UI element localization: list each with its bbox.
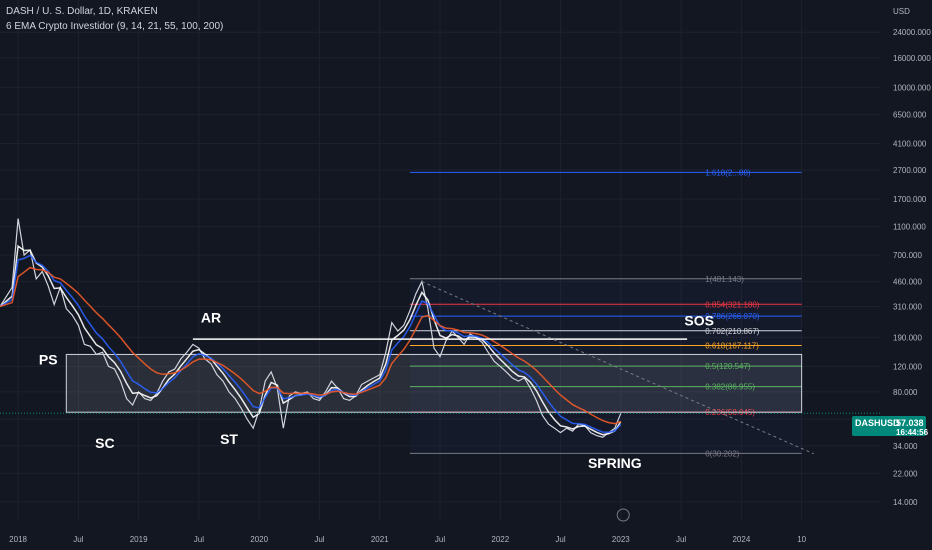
price-line bbox=[0, 218, 622, 438]
fib-level-label: 0.702(210.867) bbox=[705, 327, 760, 336]
price-axis-tick: 2700.000 bbox=[893, 166, 927, 175]
time-axis-tick: Jul bbox=[676, 535, 686, 544]
price-axis-tick: 460.000 bbox=[893, 278, 922, 287]
price-axis-tick: 10000.000 bbox=[893, 83, 931, 92]
price-axis-tick: 6500.000 bbox=[893, 111, 927, 120]
price-axis-tick: 4100.000 bbox=[893, 140, 927, 149]
accumulation-range-box bbox=[65, 353, 803, 413]
time-axis-tick: Jul bbox=[314, 535, 324, 544]
indicator-title: 6 EMA Crypto Investidor (9, 14, 21, 55, … bbox=[6, 21, 224, 32]
symbol-title: DASH / U. S. Dollar, 1D, KRAKEN bbox=[6, 6, 158, 17]
annotation-spring: SPRING bbox=[588, 455, 642, 471]
downtrend-line bbox=[421, 281, 814, 455]
annotation-sos: SOS bbox=[684, 312, 714, 328]
fib-level-label: 1(481.143) bbox=[705, 275, 744, 284]
badge-countdown: 16:44:56 bbox=[896, 428, 929, 437]
time-axis-tick: 2020 bbox=[250, 535, 268, 544]
time-axis-tick: Jul bbox=[73, 535, 83, 544]
time-axis-tick: 2024 bbox=[732, 535, 750, 544]
fib-level-label: 0.618(167.117) bbox=[705, 341, 759, 350]
time-axis-tick: 2023 bbox=[612, 535, 630, 544]
annotation-sc: SC bbox=[95, 435, 114, 451]
fib-level-label: 0.5(120.547) bbox=[705, 362, 751, 371]
price-axis-tick: 14.000 bbox=[893, 498, 918, 507]
fibonacci-retracement: 1(481.143) 0.854(321.180) 0.786(266.070) 0.… bbox=[409, 168, 802, 458]
time-axis-tick: 2022 bbox=[491, 535, 509, 544]
chart-overlays bbox=[0, 281, 880, 455]
price-axis-unit: USD bbox=[893, 7, 910, 16]
price-axis-tick: 22.000 bbox=[893, 469, 918, 478]
fib-level-label: 0.382(86.955) bbox=[705, 383, 755, 392]
annotation-ar: AR bbox=[201, 310, 221, 326]
fib-level-label: 0.854(321.180) bbox=[705, 300, 760, 309]
price-axis-tick: 1700.000 bbox=[893, 195, 927, 204]
price-axis-tick: 190.000 bbox=[893, 333, 922, 342]
event-flag-icon bbox=[616, 508, 630, 522]
price-axis-tick: 80.000 bbox=[893, 388, 918, 397]
fib-level-label: 0(30.202) bbox=[705, 449, 740, 458]
badge-price: 57.038 bbox=[896, 418, 924, 428]
price-axis-tick: 16000.000 bbox=[893, 54, 931, 63]
price-axis-tick: 310.000 bbox=[893, 303, 922, 312]
price-axis-tick: 700.000 bbox=[893, 251, 922, 260]
price-axis-tick: 120.000 bbox=[893, 362, 922, 371]
price-axis-tick: 1100.000 bbox=[893, 223, 926, 232]
badge-symbol: DASHUSD bbox=[855, 418, 900, 428]
time-axis-tick: 2018 bbox=[9, 535, 27, 544]
time-axis-tick: Jul bbox=[555, 535, 565, 544]
price-series bbox=[0, 218, 622, 438]
ema-mid-line bbox=[0, 254, 622, 434]
annotation-ps: PS bbox=[39, 351, 58, 367]
fib-level-label: 1.618(2...88) bbox=[705, 168, 751, 177]
trading-range-rect bbox=[65, 353, 803, 413]
ema-slow-line bbox=[0, 266, 622, 425]
time-axis[interactable]: 2018 Jul 2019 Jul 2020 Jul 2021 Jul 2022 Jul 2023 J… bbox=[9, 508, 807, 544]
price-axis-tick: 24000.000 bbox=[893, 28, 931, 37]
fib-level-label: 0.786(266.070) bbox=[705, 312, 760, 321]
annotation-st: ST bbox=[220, 431, 238, 447]
time-axis-tick: Jul bbox=[194, 535, 204, 544]
last-price-badge: DASHUSD 57.038 16:44:56 bbox=[852, 416, 929, 437]
wyckoff-annotations: PS AR SC ST SOS SPRING bbox=[39, 310, 714, 471]
price-axis-tick: 34.000 bbox=[893, 442, 918, 451]
time-axis-tick: Jul bbox=[435, 535, 445, 544]
time-axis-tick: 2019 bbox=[130, 535, 148, 544]
time-axis-tick: 10 bbox=[797, 535, 806, 544]
time-axis-tick: 2021 bbox=[371, 535, 389, 544]
